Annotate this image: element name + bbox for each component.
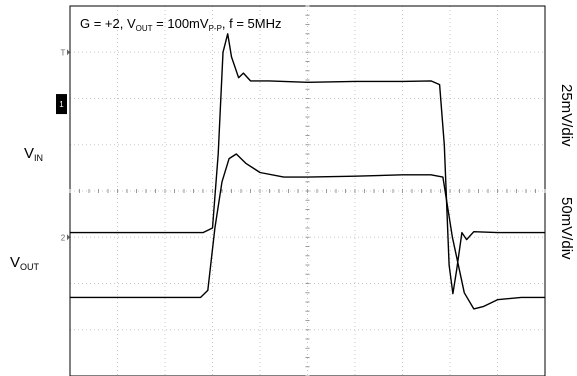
waveform-traces	[70, 33, 545, 310]
ch2-ground-marker: 2	[61, 233, 66, 242]
grid-center-ticks	[69, 5, 546, 376]
chart-title: G = +2, VOUT = 100mVP-P, f = 5MHz	[80, 16, 282, 33]
ch1-ground-marker-box	[56, 94, 67, 115]
ch1-trigger-marker: T	[61, 48, 66, 57]
vout-trace	[70, 153, 545, 310]
vin-label: VIN	[24, 145, 43, 163]
vin-trace	[70, 33, 545, 295]
vout-scale-label: 50mV/div	[558, 197, 575, 260]
vout-label: VOUT	[10, 254, 40, 272]
ch1-ground-marker: 1	[59, 100, 64, 109]
ch2-ground-marker-arrow	[67, 234, 70, 241]
ch1-trigger-marker-arrow	[67, 49, 70, 56]
channel-markers: T 1 2	[56, 48, 70, 242]
vin-scale-label: 25mV/div	[558, 84, 575, 147]
